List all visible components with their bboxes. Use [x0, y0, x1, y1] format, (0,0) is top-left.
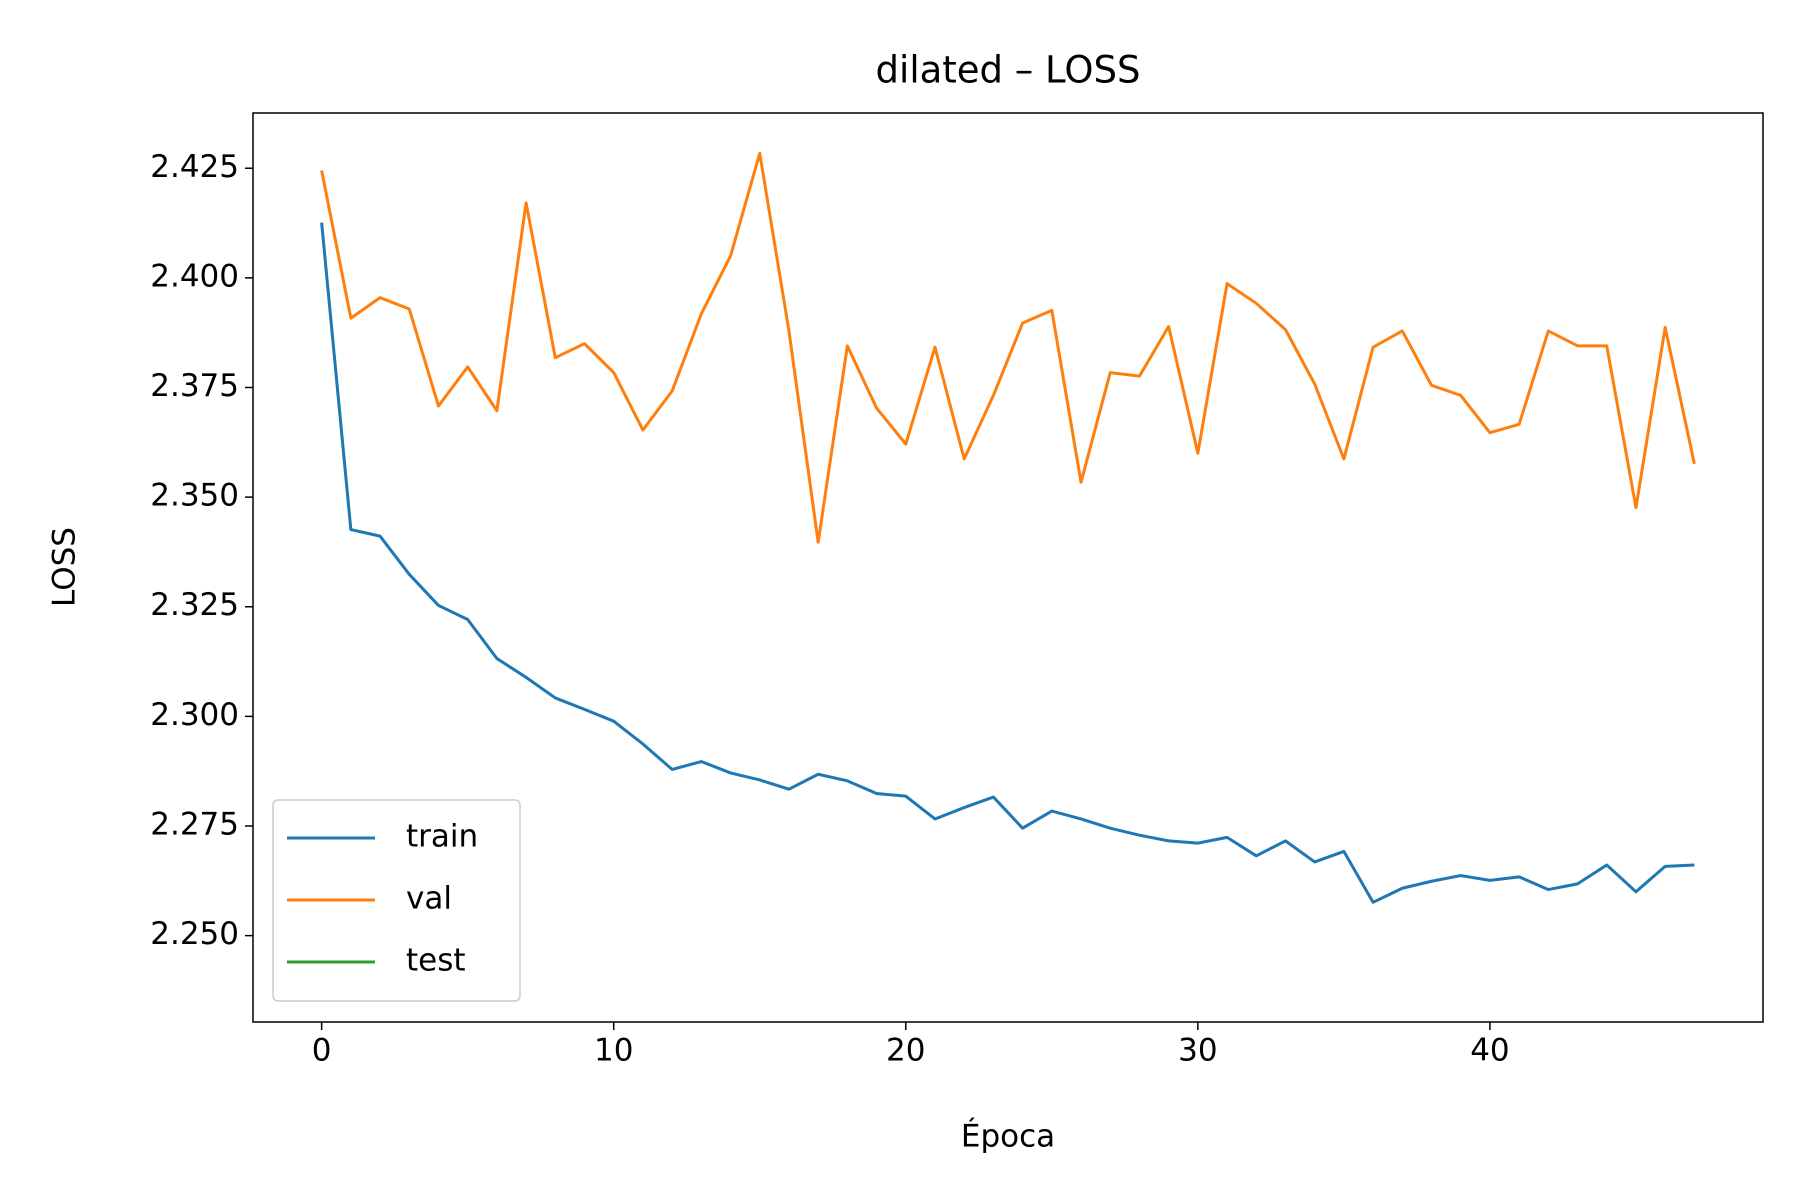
chart-title: dilated – LOSS — [876, 49, 1141, 92]
legend-box — [272, 799, 521, 1002]
x-tick-label: 30 — [1178, 1033, 1217, 1069]
y-tick-label: 2.300 — [150, 697, 239, 733]
y-tick-label: 2.350 — [150, 478, 239, 514]
legend-label: val — [406, 881, 452, 917]
x-axis-label: Época — [961, 1119, 1055, 1155]
x-tick-label: 10 — [594, 1033, 633, 1069]
y-tick-label: 2.375 — [150, 368, 239, 404]
legend-label: test — [406, 943, 466, 979]
x-tick-label: 0 — [312, 1033, 332, 1069]
y-tick-label: 2.325 — [150, 587, 239, 623]
legend-label: train — [406, 819, 478, 855]
y-tick-label: 2.425 — [150, 149, 239, 185]
y-tick-label: 2.275 — [150, 806, 239, 842]
y-tick-label: 2.400 — [150, 258, 239, 294]
line-series — [320, 151, 1696, 544]
x-tick-label: 40 — [1470, 1033, 1509, 1069]
x-tick-label: 20 — [886, 1033, 925, 1069]
y-axis-label: LOSS — [47, 527, 83, 607]
plot-frame — [252, 112, 1764, 1023]
line-series — [320, 222, 1695, 904]
y-tick-label: 2.250 — [150, 916, 239, 952]
